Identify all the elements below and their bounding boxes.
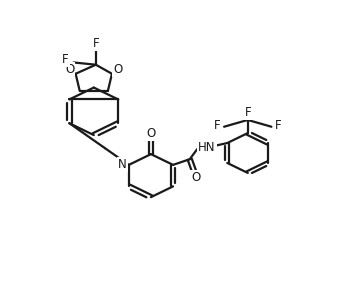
Text: HN: HN [198, 141, 216, 154]
Text: F: F [93, 37, 100, 50]
Text: F: F [244, 106, 251, 119]
Text: O: O [191, 171, 201, 184]
Text: O: O [65, 63, 74, 76]
Text: F: F [214, 119, 221, 132]
Text: F: F [274, 119, 281, 132]
Text: O: O [113, 63, 122, 76]
Text: O: O [146, 127, 155, 140]
Text: F: F [62, 53, 69, 66]
Text: N: N [118, 158, 127, 171]
